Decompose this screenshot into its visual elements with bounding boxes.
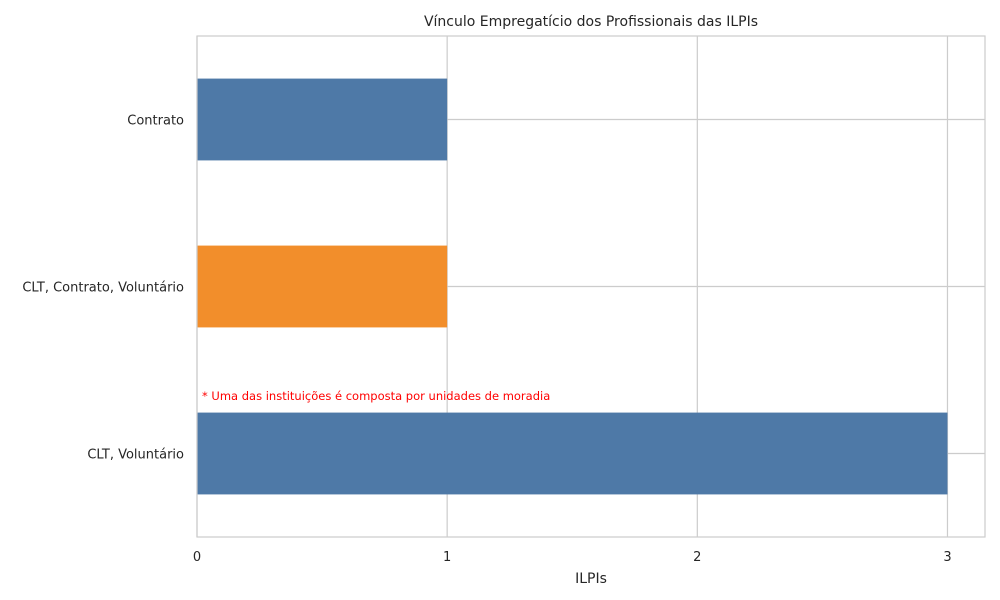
x-tick-label: 1 [443, 550, 451, 565]
plot-frame [196, 35, 986, 538]
chart-title: Vínculo Empregatício dos Profissionais d… [424, 14, 758, 30]
y-tick-label: Contrato [127, 114, 184, 129]
bar [197, 412, 948, 495]
x-tick-label: 2 [693, 550, 701, 565]
x-tick-label: 3 [943, 550, 951, 565]
x-axis-label: ILPIs [575, 571, 607, 587]
y-tick-label: CLT, Voluntário [87, 448, 184, 463]
annotation-note: * Uma das instituições é composta por un… [202, 389, 550, 403]
bar [197, 78, 448, 161]
tick-labels: 0 1 2 3 Contrato CLT, Contrato, Voluntário CLT… [22, 114, 951, 566]
x-tick-label: 0 [193, 550, 201, 565]
bars [197, 78, 948, 495]
y-tick-label: CLT, Contrato, Voluntário [22, 281, 184, 296]
bar [197, 245, 448, 328]
